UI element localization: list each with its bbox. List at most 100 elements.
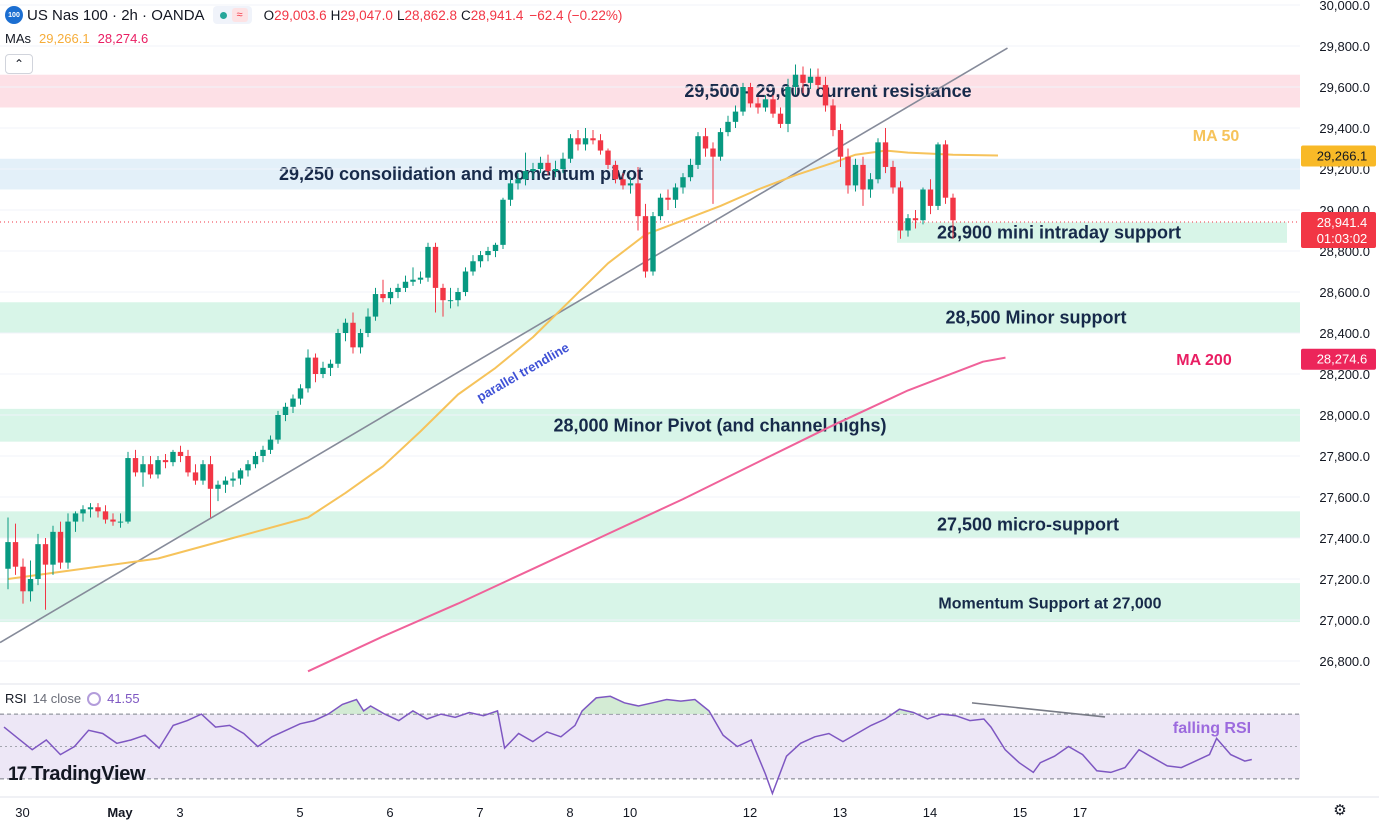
candle[interactable] bbox=[440, 283, 446, 317]
candle[interactable] bbox=[672, 183, 679, 208]
candle[interactable] bbox=[95, 503, 101, 518]
candle[interactable] bbox=[305, 349, 311, 393]
candle[interactable] bbox=[365, 308, 371, 338]
candle[interactable] bbox=[927, 179, 934, 215]
candle[interactable] bbox=[432, 242, 439, 313]
candle[interactable] bbox=[950, 193, 956, 239]
candle[interactable] bbox=[755, 97, 761, 114]
candle[interactable] bbox=[552, 160, 559, 178]
candle[interactable] bbox=[912, 210, 919, 229]
candle[interactable] bbox=[5, 517, 11, 590]
candle[interactable] bbox=[627, 177, 634, 194]
candle[interactable] bbox=[275, 410, 281, 444]
candle[interactable] bbox=[237, 468, 244, 485]
candle[interactable] bbox=[597, 134, 604, 155]
candle[interactable] bbox=[12, 523, 19, 575]
candle[interactable] bbox=[657, 193, 664, 221]
candle[interactable] bbox=[867, 173, 874, 198]
candle[interactable] bbox=[170, 449, 176, 467]
candle[interactable] bbox=[65, 513, 71, 569]
candle[interactable] bbox=[725, 115, 731, 137]
candle[interactable] bbox=[905, 214, 911, 237]
candle[interactable] bbox=[605, 148, 611, 170]
candle[interactable] bbox=[897, 181, 904, 239]
chart-settings-icon[interactable]: ⚙ bbox=[1333, 802, 1347, 819]
candle[interactable] bbox=[155, 456, 161, 479]
candle[interactable] bbox=[852, 158, 859, 192]
rsi-legend[interactable]: RSI 14 close 41.55 bbox=[5, 691, 140, 706]
candle[interactable] bbox=[462, 267, 469, 297]
market-status-pill[interactable]: ≈ bbox=[212, 6, 252, 24]
candle[interactable] bbox=[530, 162, 536, 180]
candle[interactable] bbox=[680, 173, 686, 194]
candle[interactable] bbox=[260, 445, 266, 463]
rsi-settings-icon[interactable] bbox=[87, 691, 102, 706]
candle[interactable] bbox=[192, 464, 199, 485]
rsi-line[interactable] bbox=[3, 695, 1252, 796]
collapse-legend-button[interactable]: ⌃ bbox=[5, 54, 33, 74]
candle[interactable] bbox=[230, 472, 236, 487]
candle[interactable] bbox=[35, 533, 41, 586]
ma50-line[interactable] bbox=[7, 149, 999, 580]
candle[interactable] bbox=[27, 560, 34, 602]
candle[interactable] bbox=[200, 460, 206, 485]
candle[interactable] bbox=[350, 312, 356, 354]
candle[interactable] bbox=[102, 505, 109, 524]
candle[interactable] bbox=[357, 328, 364, 354]
candle[interactable] bbox=[567, 134, 574, 163]
candle[interactable] bbox=[372, 287, 379, 321]
candle[interactable] bbox=[162, 453, 169, 469]
candle[interactable] bbox=[687, 158, 694, 182]
candle[interactable] bbox=[335, 328, 341, 368]
candle[interactable] bbox=[717, 128, 724, 161]
candle[interactable] bbox=[42, 538, 49, 610]
candle[interactable] bbox=[327, 359, 334, 377]
candle[interactable] bbox=[20, 558, 26, 604]
tradingview-logo[interactable]: 17 TradingView bbox=[8, 763, 146, 786]
candle[interactable] bbox=[117, 513, 124, 528]
candle[interactable] bbox=[50, 525, 56, 575]
candle[interactable] bbox=[177, 445, 184, 463]
candle[interactable] bbox=[860, 156, 866, 206]
candle[interactable] bbox=[890, 160, 896, 194]
ma-legend[interactable]: MAs 29,266.1 28,274.6 bbox=[5, 31, 148, 46]
candle[interactable] bbox=[882, 128, 889, 174]
candle[interactable] bbox=[140, 456, 146, 487]
candle[interactable] bbox=[395, 283, 401, 299]
candle[interactable] bbox=[312, 353, 319, 383]
candle[interactable] bbox=[522, 152, 529, 186]
candle[interactable] bbox=[560, 152, 566, 174]
candle[interactable] bbox=[792, 64, 799, 96]
ma200-line[interactable] bbox=[307, 356, 1006, 673]
candle[interactable] bbox=[590, 130, 596, 145]
candle[interactable] bbox=[732, 105, 739, 128]
candle[interactable] bbox=[147, 456, 154, 479]
candle[interactable] bbox=[650, 212, 656, 276]
candle[interactable] bbox=[125, 451, 131, 524]
parallel-trendline[interactable] bbox=[0, 47, 1008, 644]
candle[interactable] bbox=[807, 68, 814, 90]
candle[interactable] bbox=[410, 267, 416, 286]
candle[interactable] bbox=[72, 511, 79, 532]
candle[interactable] bbox=[800, 66, 806, 94]
candle[interactable] bbox=[702, 128, 709, 157]
candle[interactable] bbox=[695, 132, 701, 169]
candle[interactable] bbox=[612, 160, 619, 184]
candle[interactable] bbox=[762, 95, 769, 112]
candle[interactable] bbox=[110, 513, 116, 526]
candle[interactable] bbox=[80, 505, 86, 522]
candle[interactable] bbox=[57, 521, 64, 569]
candle[interactable] bbox=[837, 123, 844, 167]
candle[interactable] bbox=[477, 251, 484, 268]
candle[interactable] bbox=[320, 361, 326, 379]
candle[interactable] bbox=[515, 173, 521, 190]
candle[interactable] bbox=[470, 255, 476, 276]
time-axis[interactable]: 30 May 3 5 6 7 8 10 12 13 14 15 17 bbox=[0, 796, 1379, 820]
price-axis[interactable]: 30,000.029,800.029,600.029,400.029,200.0… bbox=[1300, 0, 1379, 826]
candle[interactable] bbox=[537, 156, 544, 174]
candle[interactable] bbox=[830, 99, 836, 137]
candle[interactable] bbox=[222, 476, 229, 493]
candle[interactable] bbox=[402, 275, 409, 292]
candle[interactable] bbox=[845, 148, 851, 194]
